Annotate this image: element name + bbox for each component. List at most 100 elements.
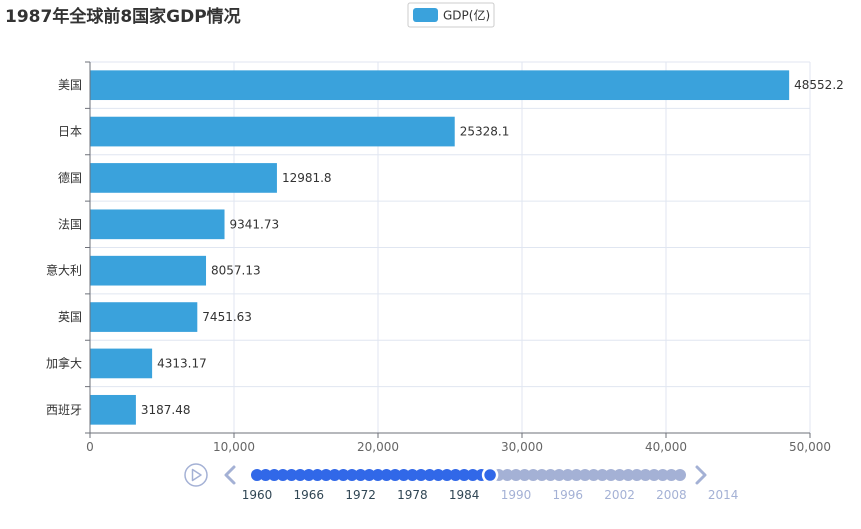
timeline-point[interactable]: [259, 469, 272, 481]
data-label: 48552.2: [794, 78, 844, 92]
timeline-point[interactable]: [622, 469, 635, 481]
timeline-point[interactable]: [268, 469, 281, 481]
x-tick-label: 30,000: [501, 440, 543, 454]
timeline-point[interactable]: [579, 469, 592, 481]
data-label: 25328.1: [460, 125, 510, 139]
timeline-point[interactable]: [406, 469, 419, 481]
play-icon: [191, 468, 202, 482]
timeline-point[interactable]: [656, 469, 669, 481]
timeline-point[interactable]: [302, 469, 315, 481]
legend[interactable]: GDP(亿): [407, 2, 495, 28]
timeline-point[interactable]: [389, 469, 402, 481]
timeline-point[interactable]: [596, 469, 609, 481]
timeline-label: 1966: [294, 488, 325, 502]
category-label: 意大利: [46, 263, 82, 278]
timeline-point[interactable]: [276, 469, 289, 481]
x-tick-label: 40,000: [645, 440, 687, 454]
legend-swatch: [413, 8, 438, 22]
timeline[interactable]: 1960 1966 1972 1978 1984 1990 1996 2002 2008 2014: [184, 463, 739, 502]
chevron-right-icon[interactable]: [695, 465, 707, 485]
timeline-point[interactable]: [553, 469, 566, 481]
timeline-current-point[interactable]: [481, 466, 499, 484]
bar[interactable]: [90, 209, 225, 240]
x-tick-label: 10,000: [213, 440, 255, 454]
chart-title: 1987年全球前8国家GDP情况: [5, 6, 241, 27]
timeline-point[interactable]: [458, 469, 471, 481]
timeline-point[interactable]: [363, 469, 376, 481]
timeline-point[interactable]: [561, 469, 574, 481]
bar-series: [90, 70, 790, 425]
data-label: 7451.63: [202, 310, 252, 324]
bar[interactable]: [90, 394, 136, 425]
category-label: 英国: [58, 310, 82, 324]
timeline-point[interactable]: [320, 469, 333, 481]
timeline-point[interactable]: [648, 469, 661, 481]
data-label: 8057.13: [211, 264, 261, 278]
timeline-point[interactable]: [674, 469, 686, 481]
timeline-point[interactable]: [518, 469, 531, 481]
category-label: 西班牙: [46, 403, 82, 417]
timeline-point[interactable]: [604, 469, 617, 481]
timeline-point[interactable]: [544, 469, 557, 481]
timeline-track[interactable]: [251, 466, 686, 484]
timeline-label: 2014: [708, 488, 739, 502]
timeline-point[interactable]: [251, 469, 263, 481]
timeline-point[interactable]: [639, 469, 652, 481]
timeline-point[interactable]: [311, 469, 324, 481]
timeline-point[interactable]: [501, 469, 514, 481]
x-tick-label: 20,000: [357, 440, 399, 454]
timeline-point[interactable]: [371, 469, 384, 481]
bar[interactable]: [90, 163, 277, 193]
timeline-label: 1972: [345, 488, 376, 502]
timeline-label: 2002: [604, 488, 635, 502]
timeline-point[interactable]: [423, 469, 436, 481]
bar[interactable]: [90, 302, 198, 332]
timeline-point[interactable]: [397, 469, 410, 481]
timeline-point[interactable]: [630, 469, 643, 481]
axes: [85, 61, 811, 438]
category-label: 美国: [58, 78, 82, 92]
data-label: 3187.48: [141, 403, 191, 417]
chevron-left-icon[interactable]: [224, 465, 236, 485]
bar[interactable]: [90, 255, 207, 286]
timeline-point[interactable]: [665, 469, 678, 481]
timeline-point[interactable]: [509, 469, 522, 481]
legend-label: GDP(亿): [443, 8, 490, 23]
timeline-point[interactable]: [294, 469, 307, 481]
timeline-point[interactable]: [380, 469, 393, 481]
timeline-point[interactable]: [527, 469, 540, 481]
bar[interactable]: [90, 70, 790, 101]
timeline-point[interactable]: [354, 469, 367, 481]
timeline-point[interactable]: [466, 469, 479, 481]
timeline-point[interactable]: [570, 469, 583, 481]
timeline-labels: 1960 1966 1972 1978 1984 1990 1996 2002 2008 2014: [242, 488, 739, 502]
data-label: 12981.8: [282, 171, 332, 185]
timeline-label: 1984: [449, 488, 480, 502]
category-label: 加拿大: [46, 355, 82, 370]
timeline-point[interactable]: [285, 469, 298, 481]
x-tick-label: 50,000: [789, 440, 831, 454]
data-label: 9341.73: [230, 217, 280, 231]
timeline-point[interactable]: [587, 469, 600, 481]
play-button[interactable]: [184, 463, 208, 487]
timeline-point[interactable]: [535, 469, 548, 481]
x-tick-label: 0: [86, 440, 94, 454]
data-labels: 48552.2 25328.1 12981.8 9341.73 8057.13 7451.…: [141, 78, 844, 417]
timeline-point[interactable]: [337, 469, 350, 481]
category-label: 德国: [58, 170, 82, 185]
timeline-point[interactable]: [415, 469, 428, 481]
bar[interactable]: [90, 348, 153, 379]
timeline-point[interactable]: [345, 469, 358, 481]
timeline-label: 1978: [397, 488, 428, 502]
category-label: 法国: [58, 217, 82, 231]
timeline-point[interactable]: [449, 469, 462, 481]
timeline-point[interactable]: [328, 469, 341, 481]
bar[interactable]: [90, 116, 455, 147]
data-label: 4313.17: [157, 356, 207, 370]
timeline-point[interactable]: [440, 469, 453, 481]
timeline-point[interactable]: [432, 469, 445, 481]
timeline-point[interactable]: [613, 469, 626, 481]
timeline-label: 1996: [553, 488, 584, 502]
